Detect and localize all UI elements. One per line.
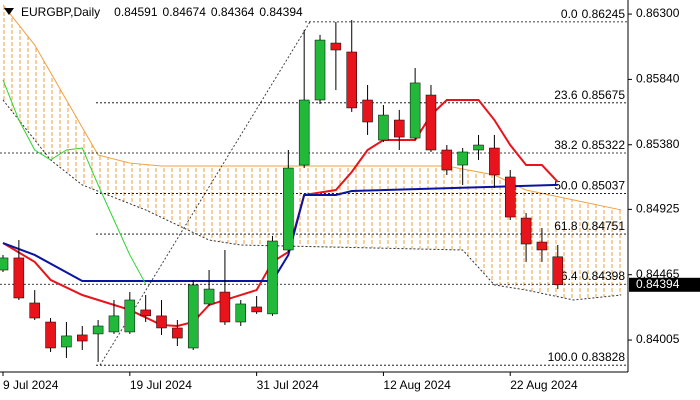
candle-body — [378, 114, 389, 141]
y-tick-label: 0.85380 — [636, 137, 680, 151]
candle-body — [0, 257, 9, 271]
candle-body — [156, 315, 167, 329]
fib-level-percent: 23.6 — [554, 88, 578, 102]
fib-level-price: 0.86245 — [582, 7, 626, 21]
candle-body — [77, 334, 88, 342]
candle-body — [92, 325, 104, 335]
candle-body — [172, 327, 183, 339]
candle-body — [314, 39, 326, 101]
indicator-line — [2, 183, 558, 282]
fib-level-label: 38.2 0.85322 — [554, 138, 625, 152]
fib-level-price: 0.85322 — [582, 138, 626, 152]
candle-body — [441, 149, 453, 171]
candle-body — [409, 82, 421, 139]
candle-body — [45, 321, 56, 349]
fib-level-label: 0.0 0.86245 — [561, 7, 625, 21]
candle-layer — [0, 20, 564, 362]
candle-body — [140, 309, 151, 317]
x-tick-label: 31 Jul 2024 — [257, 378, 319, 392]
cloud-lower — [2, 99, 622, 301]
fib-level-price: 0.85037 — [582, 179, 626, 193]
candle-body — [489, 147, 500, 176]
header-open: 0.84591 — [114, 5, 158, 19]
candle-body — [425, 94, 437, 151]
candle-body — [552, 256, 564, 286]
symbol: EURGBP,Daily — [21, 5, 100, 19]
candle-body — [108, 315, 120, 333]
y-tick-label: 0.84925 — [636, 202, 680, 216]
candle-body — [61, 335, 72, 348]
menu-triangle — [4, 8, 14, 15]
candle-body — [298, 99, 310, 166]
x-tick-label: 9 Jul 2024 — [3, 378, 59, 392]
fib-level-percent: 0.0 — [561, 7, 578, 21]
header-low: 0.84364 — [211, 5, 255, 19]
candle-body — [187, 284, 199, 349]
indicator-layer — [2, 79, 559, 327]
x-tick-label: 22 Aug 2024 — [510, 378, 578, 392]
indicator-line — [2, 79, 147, 285]
fibonacci-layer: 0.0 0.86245 23.6 0.85675 38.2 0.85322 50.0 0.85… — [0, 7, 628, 366]
header-high: 0.84674 — [163, 5, 207, 19]
fib-level-price: 0.84751 — [582, 219, 626, 233]
fib-level-label: 50.0 0.85037 — [554, 179, 625, 193]
candle-body — [536, 241, 548, 251]
candle-body — [203, 288, 215, 305]
fib-level-percent: 38.2 — [554, 138, 578, 152]
candle-body — [457, 151, 468, 166]
candle-body — [267, 240, 278, 315]
fib-level-label: 61.8 0.84751 — [554, 219, 625, 233]
fib-level-percent: 50.0 — [554, 179, 578, 193]
candle-body — [362, 99, 373, 123]
fib-level-percent: 100.0 — [548, 350, 578, 364]
candle-body — [13, 257, 25, 299]
fib-level-price: 0.83828 — [582, 350, 626, 364]
candle-body — [283, 167, 294, 251]
candle-body — [346, 51, 357, 109]
chart-header: EURGBP,Daily 0.84591 0.84674 0.84364 0.84394 — [21, 5, 303, 19]
header-close: 0.84394 — [259, 5, 303, 19]
candle-body — [235, 303, 247, 323]
candle-body — [124, 299, 136, 333]
candle-body — [330, 42, 342, 51]
y-tick-label: 0.86300 — [636, 6, 680, 20]
x-tick-label: 19 Jul 2024 — [130, 378, 192, 392]
candle-body — [251, 306, 262, 313]
candle-body — [29, 302, 40, 319]
cloud-fill — [3, 4, 622, 300]
y-tick-label: 0.84465 — [636, 267, 680, 281]
fib-level-price: 0.85675 — [582, 88, 626, 102]
candle-body — [219, 291, 231, 323]
candle-body — [473, 144, 484, 151]
fib-level-price: 0.84398 — [582, 269, 626, 283]
fib-level-percent: 61.8 — [554, 219, 578, 233]
current-price-label: 0.84394 — [636, 277, 680, 291]
fib-level-label: 76.4 0.84398 — [554, 269, 625, 283]
y-tick-label: 0.84005 — [636, 332, 680, 346]
candle-body — [520, 217, 532, 245]
candle-body — [504, 176, 516, 218]
candle-body — [394, 119, 405, 138]
y-tick-label: 0.85840 — [636, 72, 680, 86]
fib-level-label: 23.6 0.85675 — [554, 88, 625, 102]
current-price-box — [629, 277, 700, 292]
indicator-line — [2, 98, 559, 327]
fib-level-label: 100.0 0.83828 — [548, 350, 626, 364]
x-tick-label: 12 Aug 2024 — [383, 378, 451, 392]
